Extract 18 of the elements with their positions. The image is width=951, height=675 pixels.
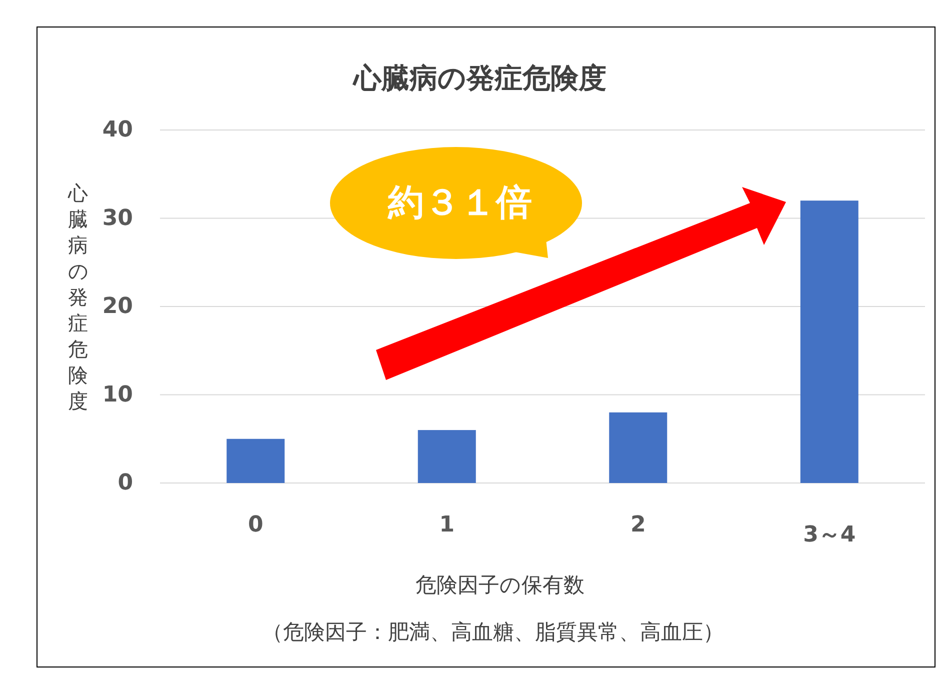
- x-tick-label: 1: [439, 512, 455, 538]
- x-tick-label: 2: [630, 512, 646, 538]
- y-tick-label: 20: [102, 294, 133, 319]
- annotation: 約３１倍: [387, 182, 532, 224]
- x-tick-label: 3～4: [803, 522, 856, 548]
- x-tick-label: 0: [248, 512, 264, 538]
- bar: [800, 200, 858, 483]
- text: （危険因子：肥満、高血糖、脂質異常、高血圧）: [262, 620, 724, 644]
- bar: [609, 412, 668, 483]
- y-tick-label: 30: [102, 206, 133, 231]
- y-tick-label: 10: [102, 382, 133, 408]
- chart-title: 心臓病の発症危険度: [352, 62, 606, 94]
- x-axis-title: 危険因子の保有数: [416, 573, 584, 597]
- bar: [418, 430, 476, 483]
- y-tick-label: 0: [118, 470, 133, 496]
- text: 心臓病の発症危険度: [68, 181, 88, 413]
- bar: [226, 438, 285, 483]
- y-tick-label: 40: [102, 118, 133, 142]
